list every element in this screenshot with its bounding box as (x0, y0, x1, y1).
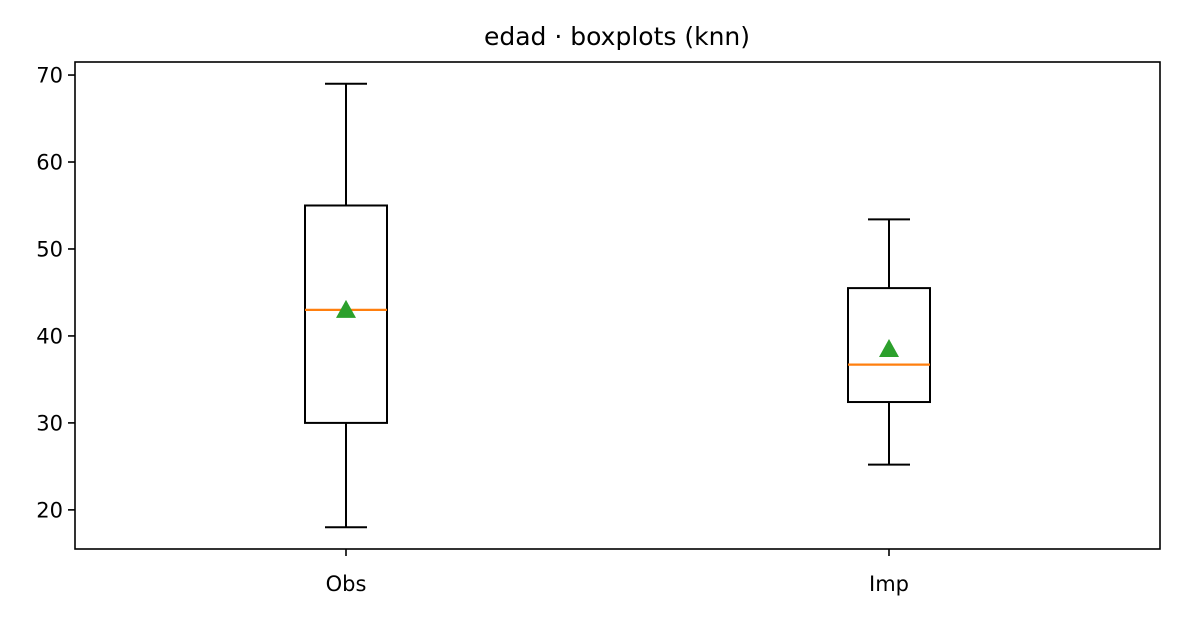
box-imp-iqr-rect (847, 287, 931, 404)
y-tick-label: 30 (36, 411, 63, 435)
x-tick-label: Obs (326, 572, 367, 596)
box-obs-mean-marker (336, 299, 356, 318)
y-tick-label: 40 (36, 324, 63, 348)
box-obs-iqr-rect (304, 204, 388, 424)
x-tick-label: Imp (869, 572, 909, 596)
y-tick-label: 50 (36, 237, 63, 261)
plot-area: 20 30 40 50 60 70 Obs Imp (36, 61, 1161, 596)
y-tick-label: 70 (36, 64, 63, 88)
y-tick-label: 20 (36, 498, 63, 522)
plot-frame (74, 61, 1161, 550)
y-tick-label: 60 (36, 151, 63, 175)
chart-title: edad · boxplots (knn) (484, 22, 750, 51)
box-imp-mean-marker (879, 338, 899, 357)
